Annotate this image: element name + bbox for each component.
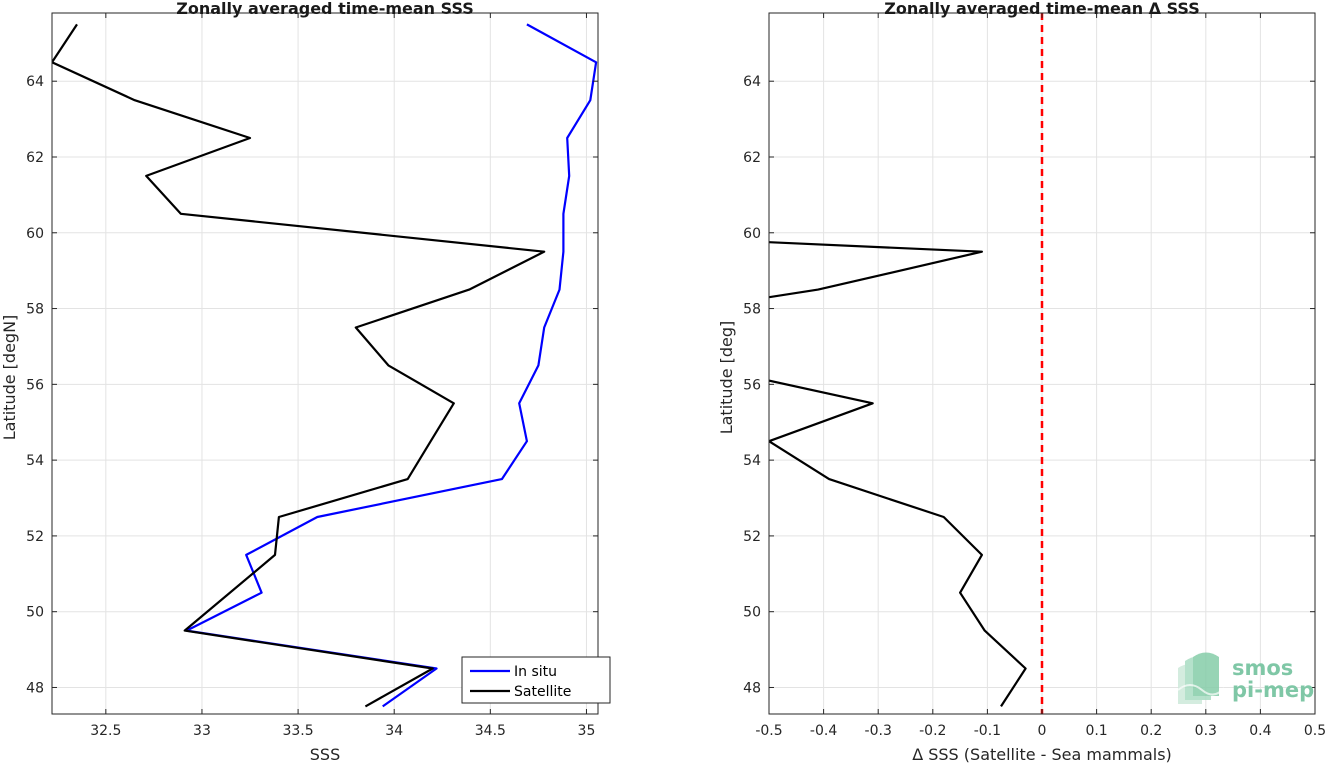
chart-title: Zonally averaged time-mean Δ SSS bbox=[884, 0, 1200, 18]
legend: In situ Satellite bbox=[461, 656, 611, 704]
y-tick-label: 62 bbox=[743, 150, 761, 166]
y-tick-label: 54 bbox=[26, 453, 44, 469]
series-line-delta-sss-segment-0 bbox=[769, 241, 984, 299]
x-tick-label: 0 bbox=[1038, 723, 1047, 739]
series-line-delta-sss-segment-1 bbox=[769, 379, 1027, 707]
x-tick-label: -0.5 bbox=[755, 723, 782, 739]
x-tick-label: 34 bbox=[385, 723, 403, 739]
x-tick-label: 35 bbox=[578, 723, 596, 739]
x-tick-label: 32.5 bbox=[90, 723, 121, 739]
y-tick-label: 48 bbox=[26, 680, 44, 696]
y-tick-label: 54 bbox=[743, 453, 761, 469]
y-tick-label: 64 bbox=[743, 74, 761, 90]
series-line-in-situ bbox=[185, 23, 598, 708]
right-chart-panel: -0.5 -0.4 -0.3 -0.2 -0.1 0 0.1 0.2 0.3 0.4 0.5 48 50… bbox=[717, 0, 1326, 764]
legend-box bbox=[461, 656, 611, 704]
y-tick-label: 56 bbox=[743, 377, 761, 393]
x-tick-label: 0.2 bbox=[1140, 723, 1162, 739]
x-tick-label: -0.2 bbox=[919, 723, 946, 739]
y-tick-label: 58 bbox=[26, 302, 44, 318]
y-tick-label: 56 bbox=[26, 377, 44, 393]
x-tick-label: 0.5 bbox=[1304, 723, 1326, 739]
logo-line1: smos bbox=[1232, 656, 1293, 680]
x-tick-label: -0.1 bbox=[974, 723, 1001, 739]
y-tick-label: 50 bbox=[743, 605, 761, 621]
axes-box bbox=[51, 12, 599, 715]
legend-label-satellite: Satellite bbox=[514, 684, 571, 700]
left-chart-panel: 32.5 33 33.5 34 34.5 35 48 50 52 54 56 58 60 62 64 Zona… bbox=[0, 0, 611, 764]
x-tick-label: 0.1 bbox=[1085, 723, 1107, 739]
x-tick-label: 34.5 bbox=[475, 723, 506, 739]
logo-waves-icon bbox=[1177, 652, 1225, 704]
x-tick-label: -0.4 bbox=[810, 723, 837, 739]
x-tick-label: 0.4 bbox=[1249, 723, 1271, 739]
x-axis-label: SSS bbox=[310, 745, 340, 764]
logo-line2: pi-mep bbox=[1232, 678, 1314, 702]
smos-pi-mep-logo: smos pi-mep bbox=[1177, 652, 1314, 704]
x-tick-label: 33 bbox=[193, 723, 211, 739]
y-tick-label: 60 bbox=[26, 226, 44, 242]
y-tick-label: 58 bbox=[743, 302, 761, 318]
y-tick-label: 60 bbox=[743, 226, 761, 242]
y-tick-label: 50 bbox=[26, 605, 44, 621]
x-tick-label: 0.3 bbox=[1195, 723, 1217, 739]
y-tick-label: 64 bbox=[26, 74, 44, 90]
x-tick-label: 33.5 bbox=[282, 723, 313, 739]
y-tick-label: 62 bbox=[26, 150, 44, 166]
legend-label-in-situ: In situ bbox=[514, 664, 557, 680]
y-tick-label: 52 bbox=[26, 529, 44, 545]
y-axis-label: Latitude [degN] bbox=[0, 315, 19, 441]
y-axis-label: Latitude [deg] bbox=[717, 321, 736, 435]
x-tick-label: -0.3 bbox=[865, 723, 892, 739]
chart-title: Zonally averaged time-mean SSS bbox=[176, 0, 474, 18]
y-tick-label: 48 bbox=[743, 680, 761, 696]
y-tick-label: 52 bbox=[743, 529, 761, 545]
x-axis-label: Δ SSS (Satellite - Sea mammals) bbox=[912, 745, 1172, 764]
series-line-satellite bbox=[52, 23, 546, 708]
